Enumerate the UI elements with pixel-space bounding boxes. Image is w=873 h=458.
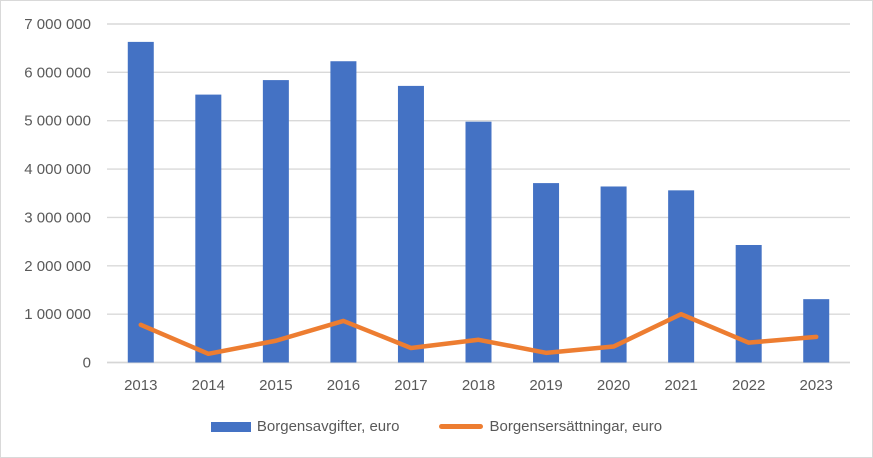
legend: Borgensavgifter, euro Borgensersättninga… [1, 418, 872, 435]
legend-line-swatch [439, 424, 484, 429]
x-tick-label: 2014 [192, 377, 225, 394]
bar-2013 [127, 41, 154, 363]
bar-2021 [668, 190, 695, 363]
x-tick-label: 2020 [597, 377, 630, 394]
legend-bar-swatch [210, 421, 251, 432]
bar-2016 [330, 61, 357, 363]
y-tick-label: 0 [83, 355, 91, 372]
x-tick-label: 2019 [529, 377, 562, 394]
y-tick-label: 3 000 000 [24, 209, 91, 226]
legend-item-borgensavgifter: Borgensavgifter, euro [210, 418, 400, 435]
bar-2019 [533, 183, 560, 363]
x-tick-label: 2021 [664, 377, 697, 394]
x-tick-label: 2015 [259, 377, 292, 394]
y-tick-label: 2 000 000 [24, 258, 91, 275]
x-tick-label: 2018 [462, 377, 495, 394]
data-line-borgensersattningar [138, 311, 819, 357]
bar-2018 [465, 121, 492, 363]
bar-2015 [262, 80, 289, 363]
bar-2017 [397, 85, 424, 363]
x-tick-label: 2017 [394, 377, 427, 394]
legend-label-borgensersattningar: Borgensersättningar, euro [489, 418, 663, 435]
y-tick-label: 4 000 000 [24, 161, 91, 178]
bar-2014 [195, 94, 222, 363]
legend-item-borgensersattningar: Borgensersättningar, euro [439, 418, 662, 435]
y-tick-label: 1 000 000 [24, 306, 91, 323]
y-tick-label: 7 000 000 [24, 16, 91, 33]
x-tick-label: 2022 [732, 377, 765, 394]
x-tick-label: 2013 [124, 377, 157, 394]
legend-label-borgensavgifter: Borgensavgifter, euro [256, 418, 400, 435]
bar-2020 [600, 186, 627, 363]
bar-2023 [803, 299, 830, 363]
x-tick-label: 2016 [327, 377, 360, 394]
y-tick-label: 6 000 000 [24, 64, 91, 81]
x-tick-label: 2023 [800, 377, 833, 394]
y-tick-label: 5 000 000 [24, 113, 91, 130]
